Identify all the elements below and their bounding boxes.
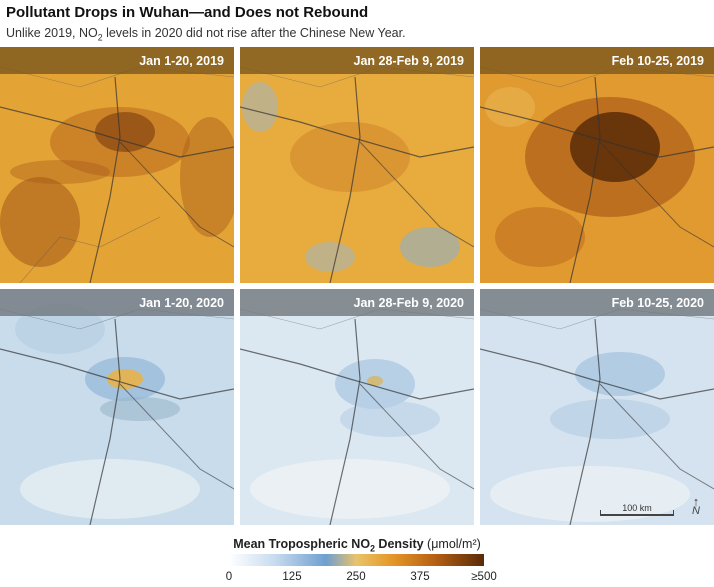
legend-tick-375: 375: [410, 571, 430, 583]
panel-label-jan-2020: Jan 1-20, 2020: [0, 289, 234, 316]
map-jan-2020: [0, 289, 234, 525]
legend-title: Mean Tropospheric NO2 Density (μmol/m²): [233, 537, 481, 554]
map-feb-late-2019: [480, 47, 714, 283]
map-subtitle: Unlike 2019, NO2 levels in 2020 did not …: [6, 26, 406, 43]
legend-tick-125: 125: [282, 571, 302, 583]
north-arrow-letter: N: [692, 505, 700, 517]
map-feb-early-2019: [240, 47, 474, 283]
legend-color-ramp: [229, 554, 484, 566]
panel-label-feb-early-2020: Jan 28-Feb 9, 2020: [240, 289, 474, 316]
legend-tick-0: 0: [225, 571, 233, 583]
panel-feb-late-2020: Feb 10-25, 2020: [480, 289, 714, 525]
scale-bar-label: 100 km: [622, 503, 652, 513]
panel-label-feb-late-2020: Feb 10-25, 2020: [480, 289, 714, 316]
legend-tick-500: ≥500: [471, 571, 497, 583]
panel-feb-early-2020: Jan 28-Feb 9, 2020: [240, 289, 474, 525]
panel-feb-late-2019: Feb 10-25, 2019: [480, 47, 714, 283]
panel-label-feb-early-2019: Jan 28-Feb 9, 2019: [240, 47, 474, 74]
scale-bar-tick-right: [673, 510, 674, 516]
panel-jan-2019: Jan 1-20, 2019: [0, 47, 234, 283]
map-feb-late-2020: [480, 289, 714, 525]
legend-tick-250: 250: [346, 571, 366, 583]
north-arrow-glyph: ↑: [692, 494, 700, 509]
panel-label-feb-late-2019: Feb 10-25, 2019: [480, 47, 714, 74]
scale-bar: 100 km: [600, 503, 674, 518]
scale-bar-line: [600, 514, 674, 516]
north-arrow-icon: ↑ N: [686, 494, 706, 520]
scale-bar-tick-left: [600, 510, 601, 516]
panel-label-jan-2019: Jan 1-20, 2019: [0, 47, 234, 74]
map-title: Pollutant Drops in Wuhan—and Does not Re…: [6, 4, 369, 21]
panel-grid: Jan 1-20, 2019 Jan 28-Feb 9, 2019: [0, 47, 714, 527]
panel-feb-early-2019: Jan 28-Feb 9, 2019: [240, 47, 474, 283]
panel-jan-2020: Jan 1-20, 2020: [0, 289, 234, 525]
map-feb-early-2020: [240, 289, 474, 525]
map-jan-2019: [0, 47, 234, 283]
